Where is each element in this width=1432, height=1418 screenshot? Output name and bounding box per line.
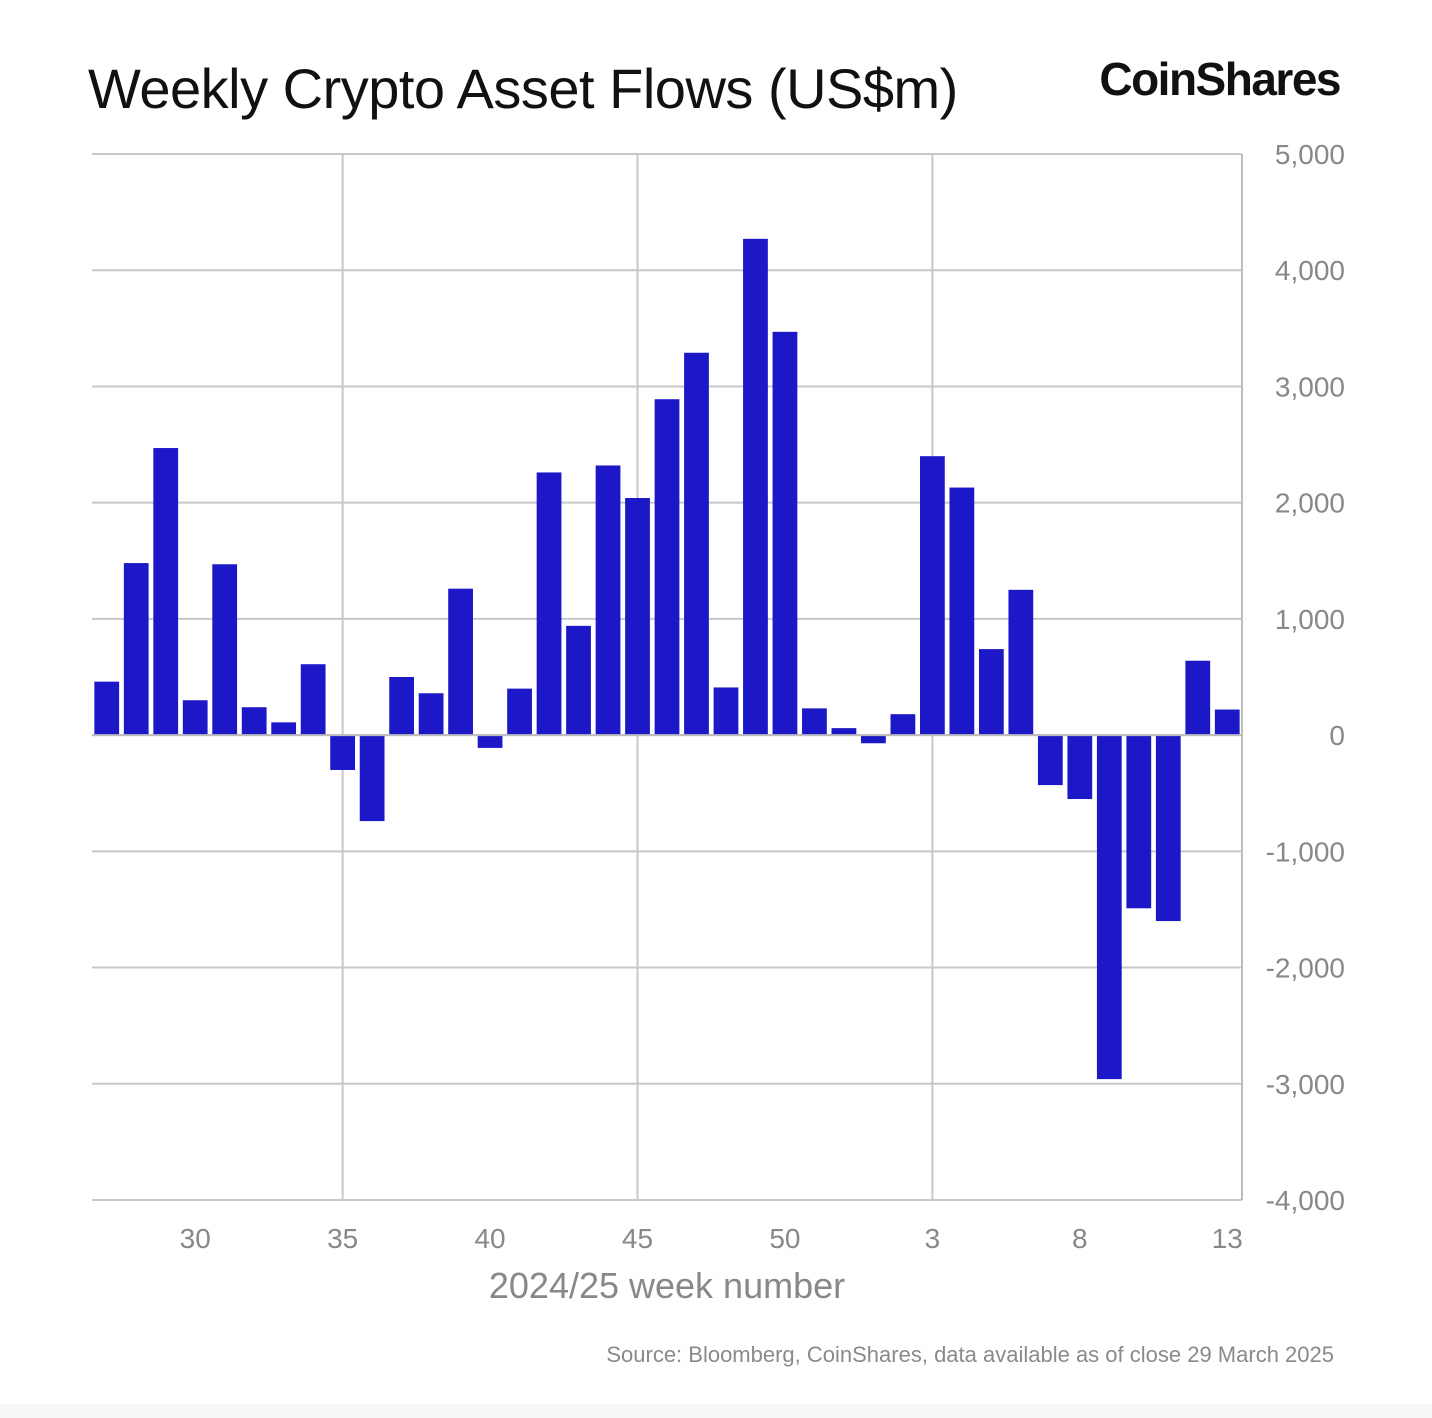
x-tick-label: 3 — [925, 1223, 941, 1254]
bar-week-13 — [1214, 709, 1240, 736]
y-tick-label: 2,000 — [1275, 488, 1345, 519]
bar-week-39 — [448, 588, 473, 736]
bar-week-44 — [595, 465, 621, 736]
bar-week-48 — [713, 687, 739, 736]
bar-week-5 — [978, 649, 1004, 736]
x-axis-label: 2024/25 week number — [489, 1265, 845, 1306]
footer-band — [0, 1404, 1432, 1418]
axes — [92, 154, 1243, 1200]
bar-chart: 5,000 4,000 3,000 2,000 1,000 0 -1,000 -2,000 -3… — [92, 139, 1345, 1306]
bar-week-2 — [890, 714, 916, 736]
x-tick-label: 30 — [180, 1223, 211, 1254]
x-tick-label: 50 — [769, 1223, 800, 1254]
bar-week-29 — [153, 448, 179, 736]
bar-week-40 — [477, 735, 503, 748]
bar-week-45 — [625, 498, 650, 736]
bar-week-10 — [1126, 735, 1152, 909]
bar-week-36 — [359, 735, 385, 822]
y-tick-label: 1,000 — [1275, 604, 1345, 635]
bar-week-46 — [654, 399, 680, 736]
bar-week-47 — [684, 352, 709, 736]
bar-week-43 — [566, 625, 591, 736]
y-tick-label: 5,000 — [1275, 139, 1345, 170]
y-tick-label: 3,000 — [1275, 371, 1345, 402]
x-tick-label: 35 — [327, 1223, 358, 1254]
bar-week-41 — [507, 688, 532, 736]
bar-week-33 — [271, 722, 297, 736]
bar-week-4 — [949, 487, 975, 736]
x-tick-label: 8 — [1072, 1223, 1088, 1254]
bar-week-49 — [743, 238, 768, 736]
bar-week-52 — [831, 728, 857, 736]
bar-week-3 — [920, 456, 945, 736]
bar-week-9 — [1096, 735, 1122, 1080]
bar-week-38 — [418, 693, 444, 736]
bar-week-8 — [1067, 735, 1093, 800]
y-tick-label: -3,000 — [1266, 1069, 1345, 1100]
bar-week-30 — [182, 700, 208, 736]
bar-week-35 — [330, 735, 356, 770]
y-axis-ticks: 5,000 4,000 3,000 2,000 1,000 0 -1,000 -2,000 -3… — [1266, 139, 1345, 1216]
source-note: Source: Bloomberg, CoinShares, data avai… — [606, 1342, 1334, 1367]
y-tick-label: 4,000 — [1275, 255, 1345, 286]
bar-week-42 — [536, 472, 562, 736]
bar-week-1 — [861, 735, 886, 744]
y-tick-label: -1,000 — [1266, 836, 1345, 867]
x-tick-label: 13 — [1212, 1223, 1243, 1254]
bar-week-6 — [1008, 589, 1034, 736]
bar-week-7 — [1037, 735, 1063, 786]
bar-series — [94, 238, 1240, 1080]
y-tick-label: 0 — [1329, 720, 1345, 751]
bar-week-27 — [94, 681, 120, 736]
x-tick-label: 45 — [622, 1223, 653, 1254]
bar-week-37 — [389, 677, 414, 736]
bar-week-50 — [772, 331, 798, 736]
bar-week-51 — [802, 708, 827, 736]
bar-week-12 — [1185, 660, 1211, 736]
bar-week-28 — [123, 563, 149, 736]
coinshares-logo: CoinShares — [1099, 53, 1341, 105]
chart-title: Weekly Crypto Asset Flows (US$m) — [88, 57, 958, 120]
x-axis-ticks: 30 35 40 45 50 3 8 13 — [180, 1223, 1243, 1254]
bar-week-11 — [1155, 735, 1181, 922]
bar-week-31 — [212, 564, 238, 736]
bar-week-34 — [300, 664, 326, 736]
y-tick-label: -2,000 — [1266, 953, 1345, 984]
x-tick-label: 40 — [474, 1223, 505, 1254]
y-tick-label: -4,000 — [1266, 1185, 1345, 1216]
bar-week-32 — [241, 707, 267, 736]
